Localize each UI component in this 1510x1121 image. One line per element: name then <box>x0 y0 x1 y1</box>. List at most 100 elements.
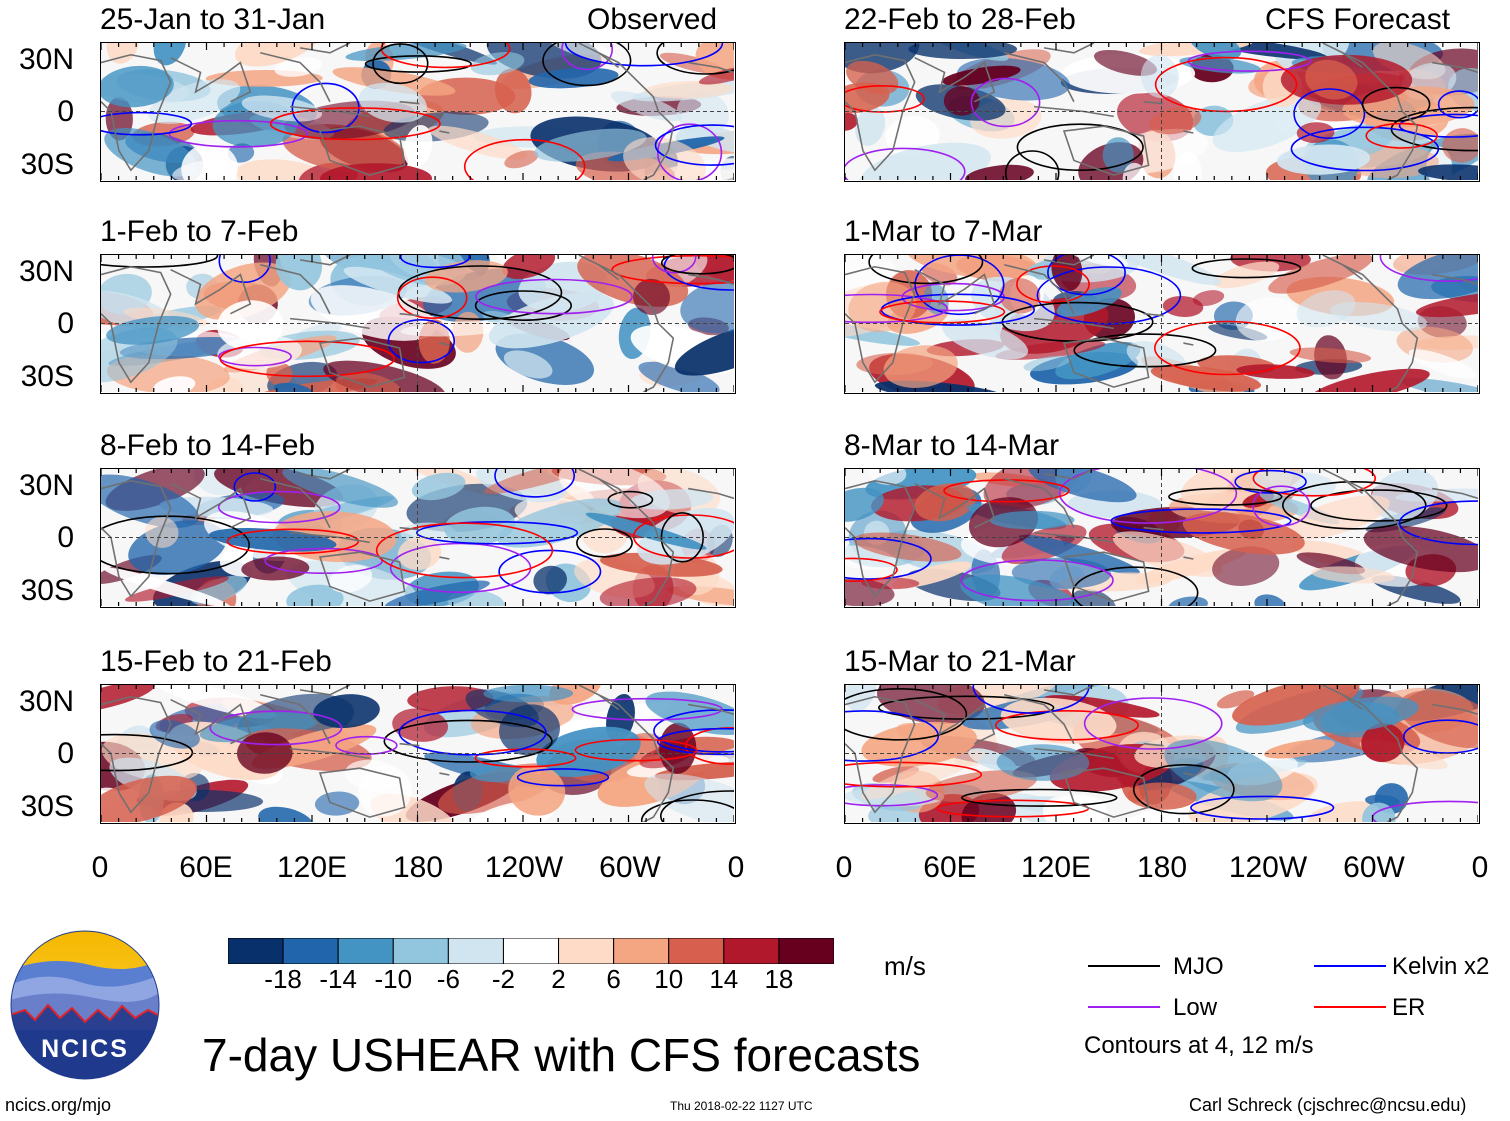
shear-anomaly <box>965 164 1034 180</box>
contour-line <box>1379 255 1478 282</box>
contour-line <box>1073 333 1217 368</box>
shear-map <box>100 684 736 824</box>
shear-anomaly <box>499 704 560 756</box>
panel-period-title: 15-Mar to 21-Mar <box>844 645 1076 678</box>
continent-outline <box>318 337 406 388</box>
shear-anomaly <box>508 765 566 816</box>
continent-outline <box>299 255 351 266</box>
contour-line <box>218 346 292 367</box>
shear-anomaly <box>845 82 890 114</box>
colorbar-tick-label: 6 <box>606 964 621 994</box>
shear-anomaly <box>101 65 174 108</box>
shear-anomaly <box>853 532 962 562</box>
axis-ticks <box>845 255 1478 392</box>
shear-anomaly <box>320 163 432 180</box>
contour-line <box>1252 469 1376 497</box>
contour-line <box>375 522 554 579</box>
latitude-label: 0 <box>57 307 74 340</box>
continent-outline <box>1043 685 1095 696</box>
wave-contours <box>845 685 1478 822</box>
website-link[interactable]: ncics.org/mjo <box>5 1095 112 1115</box>
shear-anomaly <box>845 43 920 74</box>
continent-outline <box>578 43 675 180</box>
colorbar-tick-label: -18 <box>264 964 302 994</box>
colorbar-tick-label: 18 <box>764 964 794 994</box>
colorbar-bin <box>613 937 670 965</box>
shear-anomaly <box>310 285 437 341</box>
colorbar-bin <box>502 937 560 965</box>
shear-anomaly <box>384 580 490 606</box>
shear-anomaly <box>1408 349 1477 379</box>
shear-map <box>844 468 1480 608</box>
continent-outline <box>1062 767 1150 818</box>
contour-line <box>498 549 602 594</box>
contour-line <box>168 119 308 148</box>
contour-line <box>233 472 277 502</box>
shear-anomaly <box>610 91 682 122</box>
continent-outline <box>578 469 675 606</box>
continent-outline <box>914 56 996 103</box>
coastlines <box>845 685 1478 822</box>
shear-field <box>845 255 1478 392</box>
shear-anomaly <box>199 711 321 743</box>
contour-line <box>1168 487 1283 506</box>
continent-outline <box>101 53 172 172</box>
continent-outline <box>1432 487 1478 500</box>
shear-anomaly <box>392 708 449 742</box>
author-credit: Carl Schreck (cjschrec@ncsu.edu) <box>1189 1095 1467 1115</box>
continent-outline <box>399 742 450 776</box>
shear-anomaly <box>1276 144 1371 175</box>
contour-line <box>845 710 940 762</box>
shear-anomaly <box>469 763 525 783</box>
axis-ticks <box>845 469 1478 606</box>
continent-outline <box>399 526 450 560</box>
shear-anomaly <box>996 744 1090 781</box>
shear-map <box>844 684 1480 824</box>
contour-line <box>1398 500 1478 546</box>
latitude-label: 30N <box>18 685 74 718</box>
shear-anomaly <box>1150 365 1262 392</box>
contour-line <box>1361 86 1431 122</box>
longitude-label: 120E <box>276 851 348 884</box>
shear-anomaly <box>152 376 196 392</box>
continent-outline <box>318 125 406 176</box>
contour-line <box>542 43 632 87</box>
wave-contours <box>845 255 1478 376</box>
shear-anomaly <box>1415 290 1478 318</box>
contour-line <box>474 748 577 768</box>
colorbar-tick-label: -6 <box>436 964 460 994</box>
shear-anomaly <box>149 719 200 749</box>
contour-line <box>564 43 724 67</box>
coastlines <box>845 43 1478 180</box>
contour-line <box>1398 113 1478 138</box>
continent-outline <box>1062 337 1150 388</box>
shear-anomaly <box>358 766 412 817</box>
wave-contours <box>845 469 1478 606</box>
contour-line <box>101 111 193 136</box>
contour-line <box>961 788 1118 807</box>
contour-line <box>879 300 1006 324</box>
shear-anomaly <box>1363 525 1478 573</box>
continent-outline <box>688 487 734 500</box>
shear-anomaly <box>637 508 734 565</box>
coastlines <box>845 255 1478 392</box>
shear-anomaly <box>925 770 1037 803</box>
longitude-label: 0 <box>1471 851 1489 884</box>
shear-anomaly <box>961 793 1017 822</box>
shear-anomaly <box>883 345 958 388</box>
panel-period-title: 15-Feb to 21-Feb <box>100 645 332 678</box>
shear-anomaly <box>1179 56 1261 74</box>
latitude-label: 30S <box>20 790 74 823</box>
shear-anomaly <box>1216 690 1255 709</box>
colorbar <box>227 937 835 965</box>
shear-anomaly <box>470 51 525 76</box>
shear-anomaly <box>1310 368 1430 392</box>
shear-anomaly <box>1400 378 1478 392</box>
continent-outline <box>170 698 252 745</box>
shear-anomaly <box>1395 488 1478 502</box>
continent-outline <box>1322 685 1419 822</box>
continent-outline <box>688 61 734 74</box>
colorbar-tick-label: -14 <box>319 964 357 994</box>
shear-anomaly <box>148 79 241 124</box>
contour-line <box>972 685 1090 714</box>
